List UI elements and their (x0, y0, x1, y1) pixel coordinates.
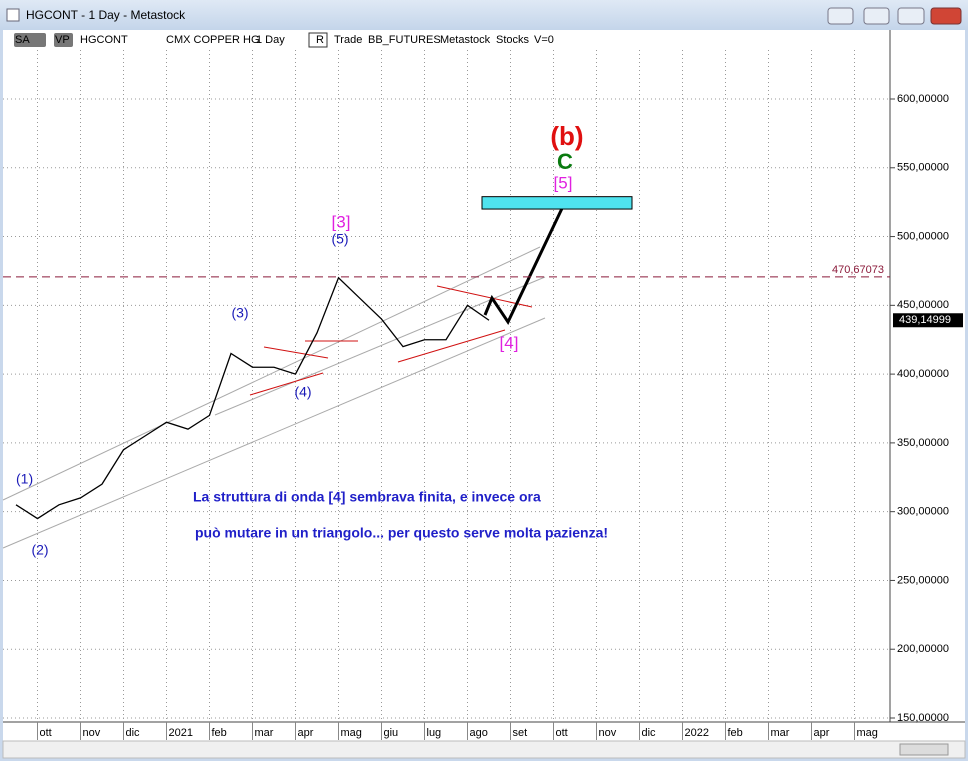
y-tick-label: 550,00000 (897, 162, 949, 174)
y-tick-label: 150,00000 (897, 712, 949, 724)
toolbar-text: CMX COPPER HG (166, 34, 260, 46)
y-tick-label: 450,00000 (897, 299, 949, 311)
wave-label: C (557, 149, 573, 174)
x-tick-label: mar (771, 727, 790, 739)
chart-panel (3, 30, 965, 758)
toolbar-button (308, 32, 328, 48)
x-tick-label: ott (40, 727, 52, 739)
x-tick-label: lug (427, 727, 442, 739)
y-tick-label: 200,00000 (897, 643, 949, 655)
y-axis-panel (890, 30, 965, 722)
wave-label: [3] (332, 212, 351, 231)
toolbar-text: VP (55, 34, 70, 46)
x-tick-label: ago (470, 727, 488, 739)
x-tick-label: nov (83, 727, 101, 739)
window-buttons[interactable] (827, 7, 962, 25)
y-tick-label: 350,00000 (897, 437, 949, 449)
annotation: La struttura di onda [4] sembrava finita… (193, 489, 541, 505)
x-tick-label: nov (599, 727, 617, 739)
y-tick-label: 500,00000 (897, 230, 949, 242)
price-line (15, 276, 490, 520)
toolbar-button[interactable] (54, 33, 73, 47)
last-price-box (893, 313, 963, 328)
toolbar-text: Metastock (440, 34, 491, 46)
x-tick-label: mar (255, 727, 274, 739)
x-tick-label: feb (212, 727, 227, 739)
x-tick-label: dic (642, 727, 657, 739)
y-tick-label: 600,00000 (897, 93, 949, 105)
toolbar-text: SA (15, 34, 30, 46)
x-tick-label: mag (341, 727, 362, 739)
x-tick-label: dic (126, 727, 141, 739)
y-tick-label: 400,00000 (897, 368, 949, 380)
x-tick-label: 2022 (685, 727, 709, 739)
y-tick-label: 250,00000 (897, 574, 949, 586)
wave-label: (2) (31, 542, 48, 558)
x-tick-label: ott (556, 727, 568, 739)
x-tick-label: 2021 (169, 727, 193, 739)
toolbar-text: R (316, 34, 324, 46)
last-price-label: 439,14999 (899, 314, 951, 326)
toolbar: SA VP HGCONT CMX COPPER HG1 Day R Trade BB_FUT… (14, 32, 554, 48)
scrollbar[interactable] (2, 740, 966, 759)
toolbar-text: Trade (334, 34, 362, 46)
window-title: HGCONT - 1 Day - Metastock (26, 8, 186, 22)
target-zone (481, 196, 633, 210)
app-icon (6, 8, 20, 22)
wave-label: [4] (500, 333, 519, 352)
x-tick-label: apr (298, 727, 314, 739)
toolbar-text: 1 Day (256, 34, 285, 46)
grid: 150,00000 200,00000 250,00000 300,00000 350,… (3, 50, 949, 740)
annotation: può mutare in un triangolo... per questo… (195, 525, 608, 541)
toolbar-text: BB_FUTURES (368, 34, 441, 46)
wave-label: (3) (231, 305, 248, 321)
wave-label: (5) (331, 231, 348, 247)
wave-label: [5] (554, 173, 573, 192)
projection (483, 199, 568, 326)
x-tick-label: giu (384, 727, 399, 739)
toolbar-text: HGCONT (80, 34, 128, 46)
wave-label: (4) (294, 384, 311, 400)
toolbar-button[interactable] (14, 33, 46, 47)
plot: 470,67073 439,14999 (3, 196, 963, 520)
y-tick-label: 300,00000 (897, 506, 949, 518)
x-tick-label: set (513, 727, 528, 739)
wave-label: (b) (550, 121, 583, 151)
wave-label: (1) (16, 471, 33, 487)
level-label: 470,67073 (832, 264, 884, 276)
toolbar-text: Stocks (496, 34, 530, 46)
toolbar-text: V=0 (534, 34, 554, 46)
x-tick-label: feb (728, 727, 743, 739)
title-bar (0, 0, 968, 30)
scroll-thumb[interactable] (899, 743, 949, 756)
x-tick-label: mag (857, 727, 878, 739)
x-tick-label: apr (814, 727, 830, 739)
